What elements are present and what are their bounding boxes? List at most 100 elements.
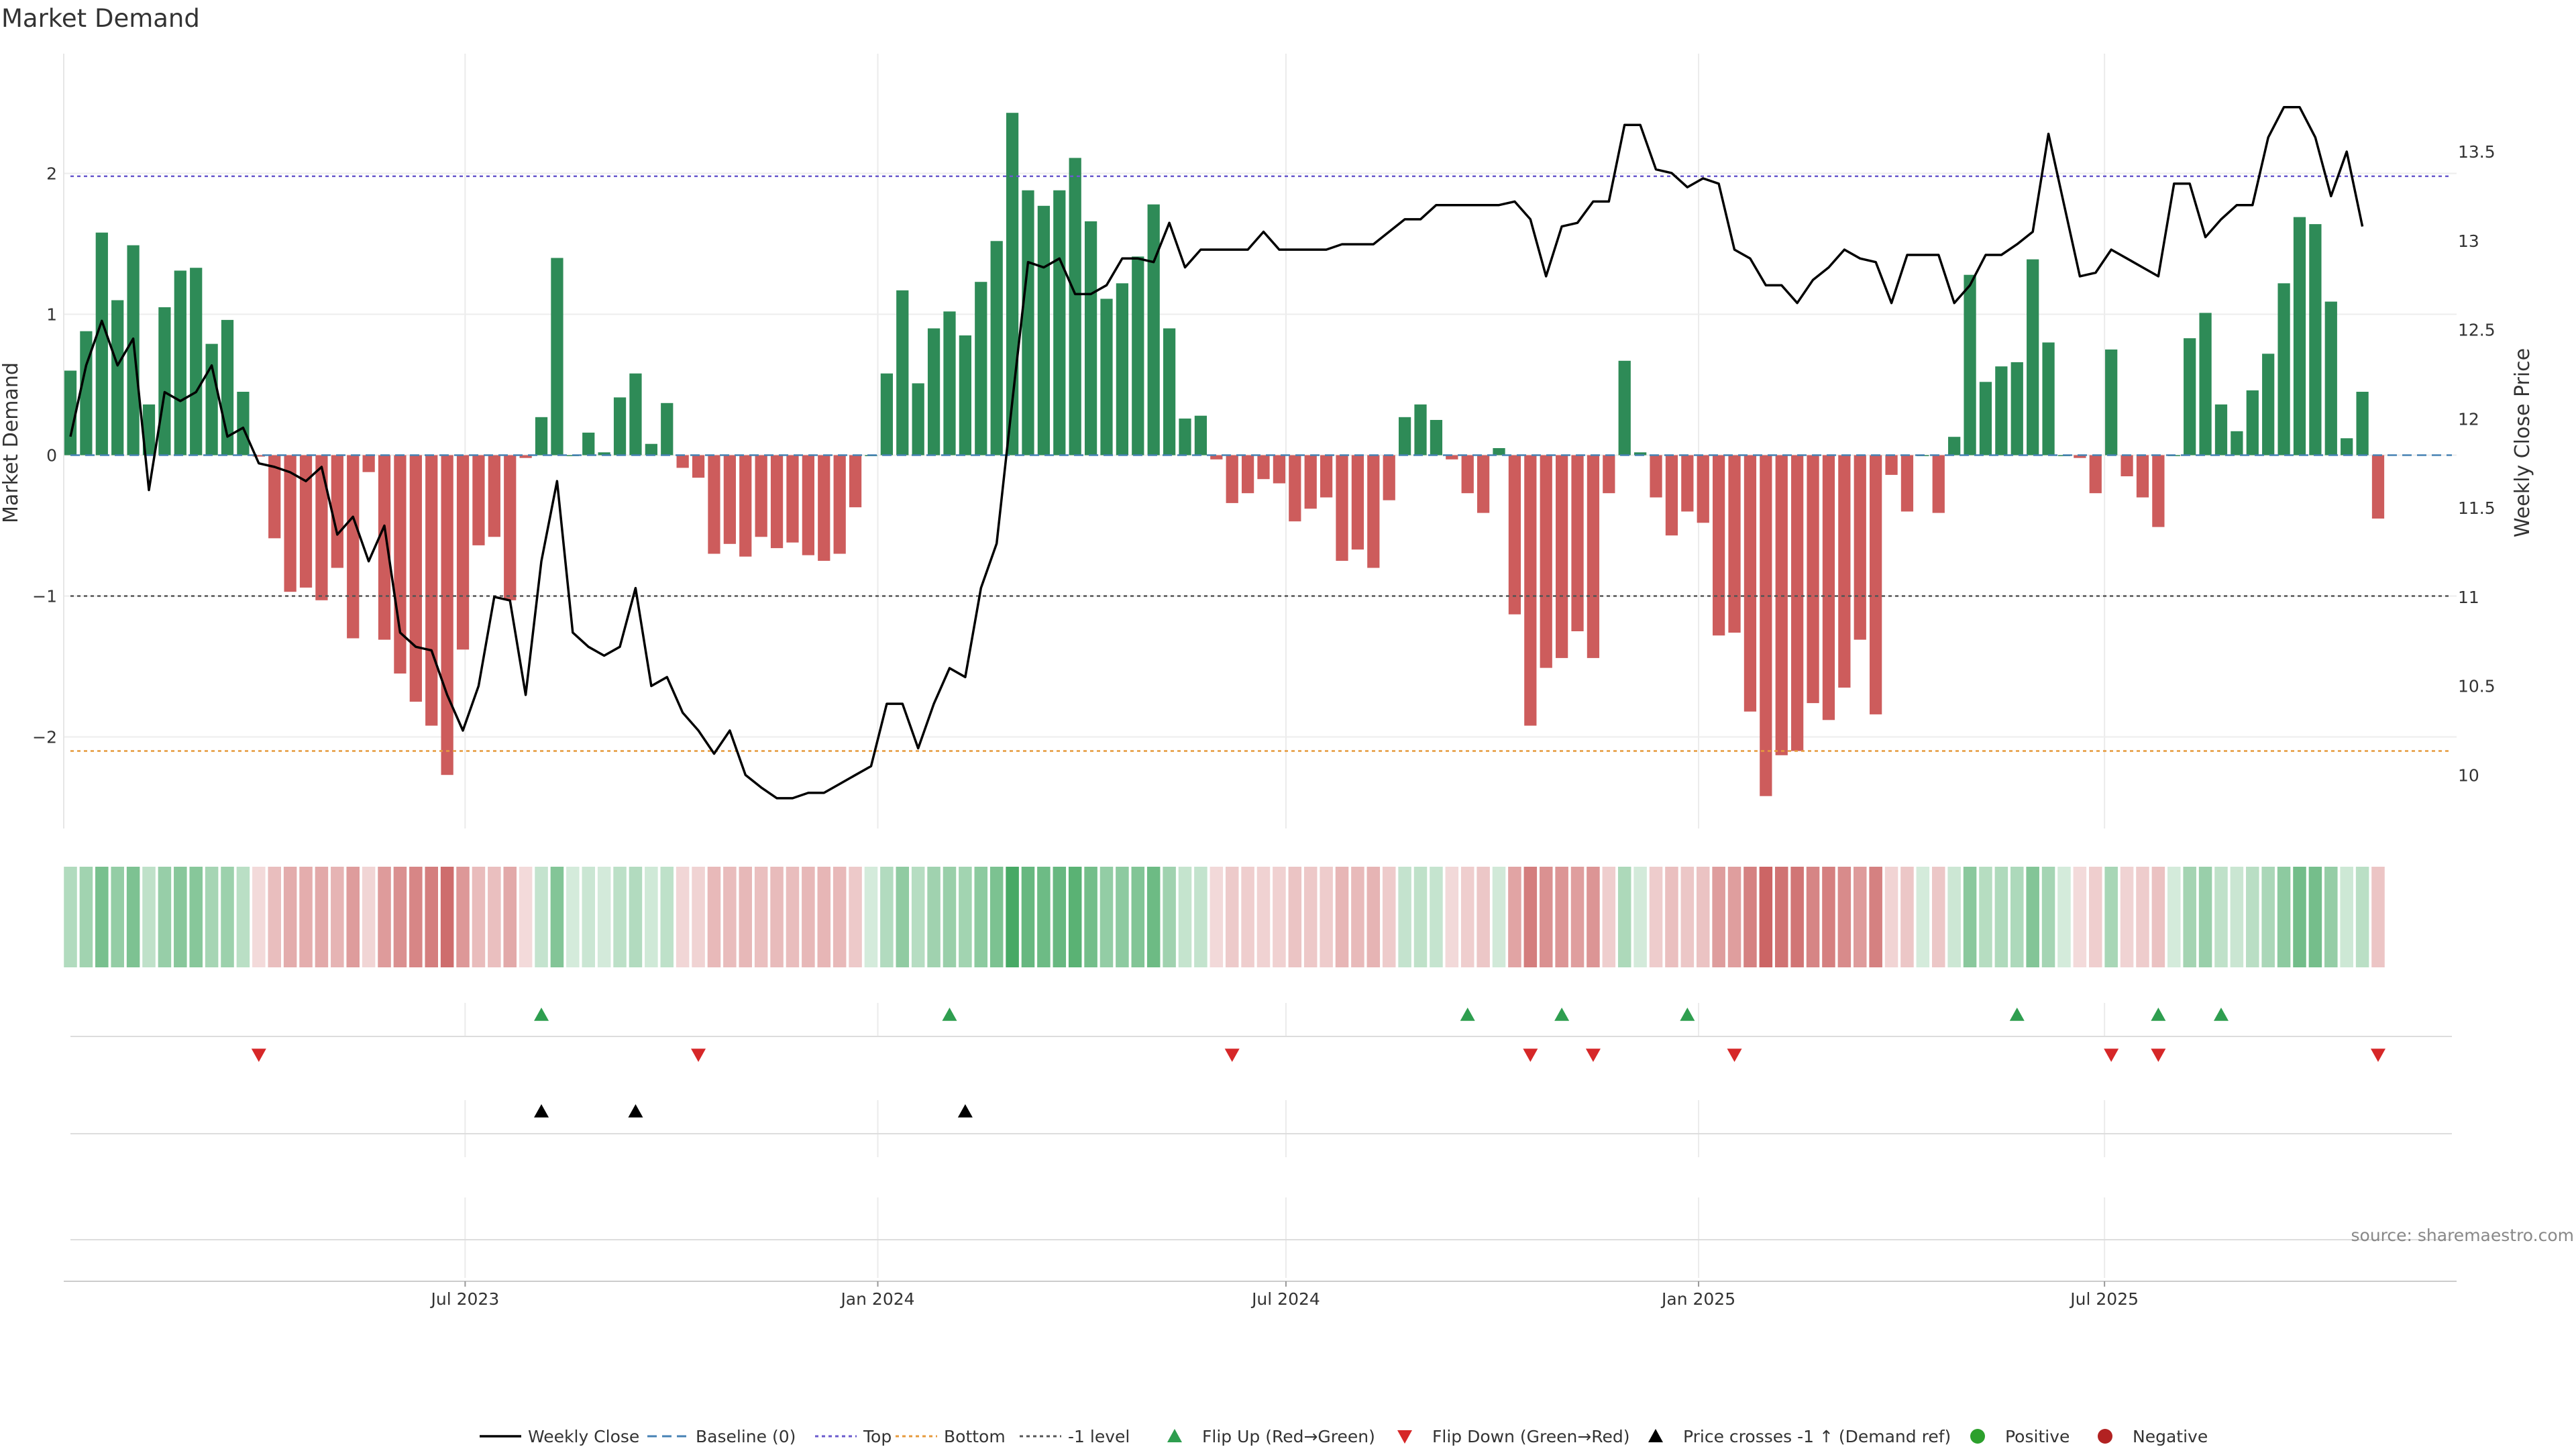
- demand-heat-cell: [676, 867, 690, 967]
- y-axis-right-label: Weekly Close Price: [2511, 348, 2534, 537]
- demand-heat-cell: [2371, 867, 2385, 967]
- legend-swatch-flip-up: [1167, 1429, 1182, 1442]
- demand-heat-cell: [1084, 867, 1097, 967]
- demand-heat-cell: [1335, 867, 1349, 967]
- flip-up-marker: [2009, 1008, 2025, 1021]
- x-tick-label: Jul 2023: [430, 1289, 500, 1309]
- demand-heat-cell: [158, 867, 172, 967]
- demand-heat-cell: [1806, 867, 1820, 967]
- demand-heat-cell: [2340, 867, 2353, 967]
- demand-heat-cell: [1131, 867, 1145, 967]
- y-right-tick-label: 12.5: [2458, 321, 2496, 340]
- demand-bar: [582, 432, 595, 455]
- demand-bar: [1681, 455, 1694, 512]
- y-left-tick-label: −1: [32, 587, 57, 606]
- demand-bar: [315, 455, 328, 600]
- demand-bar: [786, 455, 799, 543]
- demand-bar: [2184, 338, 2196, 455]
- legend-label: Top: [863, 1427, 892, 1446]
- demand-heat-cell: [974, 867, 988, 967]
- demand-bar: [1194, 415, 1208, 455]
- demand-bar: [2214, 404, 2228, 455]
- demand-bar: [1430, 420, 1443, 455]
- demand-heat-cell: [64, 867, 77, 967]
- flip-up-marker: [2151, 1008, 2166, 1021]
- demand-heat-cell: [2198, 867, 2212, 967]
- y-left-tick-label: 1: [46, 305, 57, 325]
- demand-bar: [535, 417, 548, 455]
- demand-bar: [1446, 455, 1458, 460]
- demand-heat-cell: [707, 867, 721, 967]
- demand-bar: [142, 404, 156, 455]
- y-right-tick-label: 10.5: [2458, 677, 2496, 696]
- source-note: source: sharemaestro.com: [2351, 1226, 2575, 1245]
- flip-down-marker: [1727, 1049, 1742, 1062]
- demand-bar: [1289, 455, 1301, 522]
- demand-heat-cell: [989, 867, 1004, 967]
- demand-bar: [1226, 455, 1238, 503]
- demand-bar: [299, 455, 313, 588]
- y-right-tick-label: 13: [2458, 231, 2479, 251]
- demand-bar: [1603, 455, 1615, 494]
- demand-bar: [409, 455, 422, 702]
- demand-heat-cell: [2057, 867, 2071, 967]
- legend-label: Negative: [2133, 1427, 2208, 1446]
- demand-heat-cell: [2324, 867, 2338, 967]
- demand-bar: [645, 443, 657, 455]
- demand-bar: [252, 455, 265, 457]
- demand-heat-cell: [927, 867, 941, 967]
- demand-heat-cell: [2073, 867, 2087, 967]
- demand-heat-cell: [1492, 867, 1506, 967]
- demand-bar: [2231, 431, 2243, 455]
- demand-bar: [1132, 256, 1144, 455]
- demand-heat-cell: [2261, 867, 2275, 967]
- demand-heat-cell: [519, 867, 533, 967]
- demand-bar: [1760, 455, 1772, 796]
- demand-bar: [755, 455, 767, 537]
- demand-heat-cell: [79, 867, 93, 967]
- demand-heat-cell: [1523, 867, 1538, 967]
- demand-bar: [425, 455, 438, 726]
- demand-heat-cell: [362, 867, 376, 967]
- demand-heat-cell: [2041, 867, 2055, 967]
- demand-bar: [1571, 455, 1584, 631]
- demand-bar: [2042, 342, 2055, 455]
- demand-heat-cell: [629, 867, 643, 967]
- price-cross-marker: [628, 1104, 643, 1118]
- demand-bar: [551, 258, 564, 455]
- demand-heat-cell: [1460, 867, 1474, 967]
- demand-heat-cell: [378, 867, 391, 967]
- flip-down-marker: [691, 1049, 706, 1062]
- demand-bar: [111, 300, 124, 455]
- demand-bar: [1461, 455, 1474, 494]
- legend-label: Bottom: [944, 1427, 1006, 1446]
- demand-heat-cell: [1303, 867, 1318, 967]
- demand-heat-cell: [205, 867, 219, 967]
- demand-bar: [2277, 283, 2290, 455]
- demand-bar: [975, 282, 987, 455]
- demand-bar: [1713, 455, 1725, 636]
- demand-heat-cell: [1366, 867, 1381, 967]
- demand-heat-cell: [1351, 867, 1364, 967]
- demand-heat-cell: [1869, 867, 1882, 967]
- demand-heat-cell: [2151, 867, 2165, 967]
- demand-bar: [739, 455, 752, 557]
- demand-heat-cell: [221, 867, 234, 967]
- demand-heat-cell: [613, 867, 627, 967]
- demand-bar: [174, 270, 186, 455]
- demand-bar: [456, 455, 470, 650]
- demand-heat-cell: [1822, 867, 1835, 967]
- demand-bar: [441, 455, 453, 775]
- demand-bar: [284, 455, 297, 592]
- demand-bar: [1116, 283, 1129, 455]
- flip-up-marker: [942, 1008, 957, 1021]
- demand-heat-cell: [2246, 867, 2259, 967]
- demand-heat-cell: [1555, 867, 1568, 967]
- flip-up-marker: [534, 1008, 549, 1021]
- demand-heat-cell: [1759, 867, 1773, 967]
- demand-heat-cell: [1256, 867, 1271, 967]
- legend-label: Flip Up (Red→Green): [1202, 1427, 1375, 1446]
- demand-bar: [1587, 455, 1600, 658]
- demand-bar: [1743, 455, 1757, 712]
- demand-bar: [1948, 437, 1961, 455]
